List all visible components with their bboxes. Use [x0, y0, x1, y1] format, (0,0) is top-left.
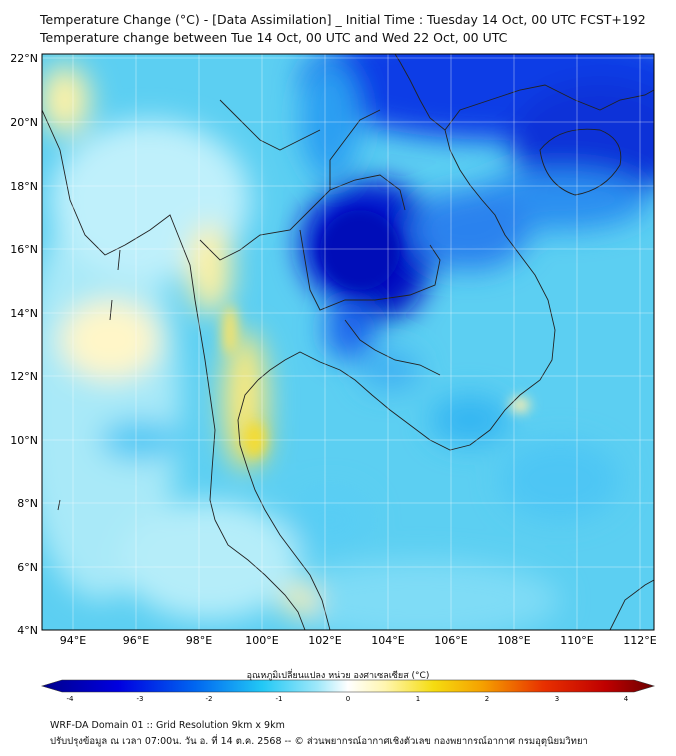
lat-axis: 22°N 20°N 18°N 16°N 14°N 12°N 10°N 8°N 6…: [10, 52, 38, 637]
map-frame: [41, 53, 655, 631]
lat-label: 4°N: [17, 624, 38, 637]
lat-label: 14°N: [10, 307, 38, 320]
lon-label: 108°E: [497, 634, 530, 647]
lat-label: 8°N: [17, 497, 38, 510]
chart-title: Temperature Change (°C) - [Data Assimila…: [40, 12, 646, 27]
temperature-field: [42, 54, 654, 630]
lon-label: 102°E: [308, 634, 341, 647]
colorbar-tick: -3: [137, 695, 144, 703]
lat-label: 6°N: [17, 561, 38, 574]
lon-label: 104°E: [371, 634, 404, 647]
colorbar: -4 -3 -2 -1 0 1 2 3 4: [40, 679, 656, 703]
footer-credit: ปรับปรุงข้อมูล ณ เวลา 07:00น. วัน อ. ที่…: [50, 736, 588, 747]
colorbar-tick: 0: [346, 695, 350, 703]
coastlines: [42, 54, 654, 630]
lon-axis: 94°E 96°E 98°E 100°E 102°E 104°E 106°E 1…: [60, 634, 657, 647]
chart-subtitle: Temperature change between Tue 14 Oct, 0…: [40, 30, 508, 45]
colorbar-ticks: -4 -3 -2 -1 0 1 2 3 4: [67, 695, 629, 703]
lon-label: 96°E: [123, 634, 149, 647]
lat-label: 20°N: [10, 116, 38, 129]
lon-label: 98°E: [186, 634, 212, 647]
lon-label: 106°E: [434, 634, 467, 647]
colorbar-tick: 4: [624, 695, 629, 703]
lat-label: 10°N: [10, 434, 38, 447]
colorbar-tick: 1: [416, 695, 420, 703]
colorbar-scale: [40, 679, 656, 693]
lat-label: 22°N: [10, 52, 38, 65]
colorbar-tick: -2: [206, 695, 213, 703]
colorbar-tick: -1: [276, 695, 283, 703]
lon-label: 112°E: [623, 634, 656, 647]
colorbar-label: อุณหภูมิเปลี่ยนแปลง หน่วย องศาเซลเซียส (…: [246, 671, 430, 681]
lon-label: 94°E: [60, 634, 86, 647]
footer-model-info: WRF-DA Domain 01 :: Grid Resolution 9km …: [50, 720, 285, 731]
lon-label: 110°E: [560, 634, 593, 647]
lat-label: 18°N: [10, 180, 38, 193]
lon-label: 100°E: [245, 634, 278, 647]
colorbar-tick: -4: [67, 695, 75, 703]
colorbar-tick: 3: [555, 695, 559, 703]
colorbar-tick: 2: [485, 695, 489, 703]
gridlines: [42, 54, 654, 630]
lat-label: 16°N: [10, 243, 38, 256]
lat-label: 12°N: [10, 370, 38, 383]
